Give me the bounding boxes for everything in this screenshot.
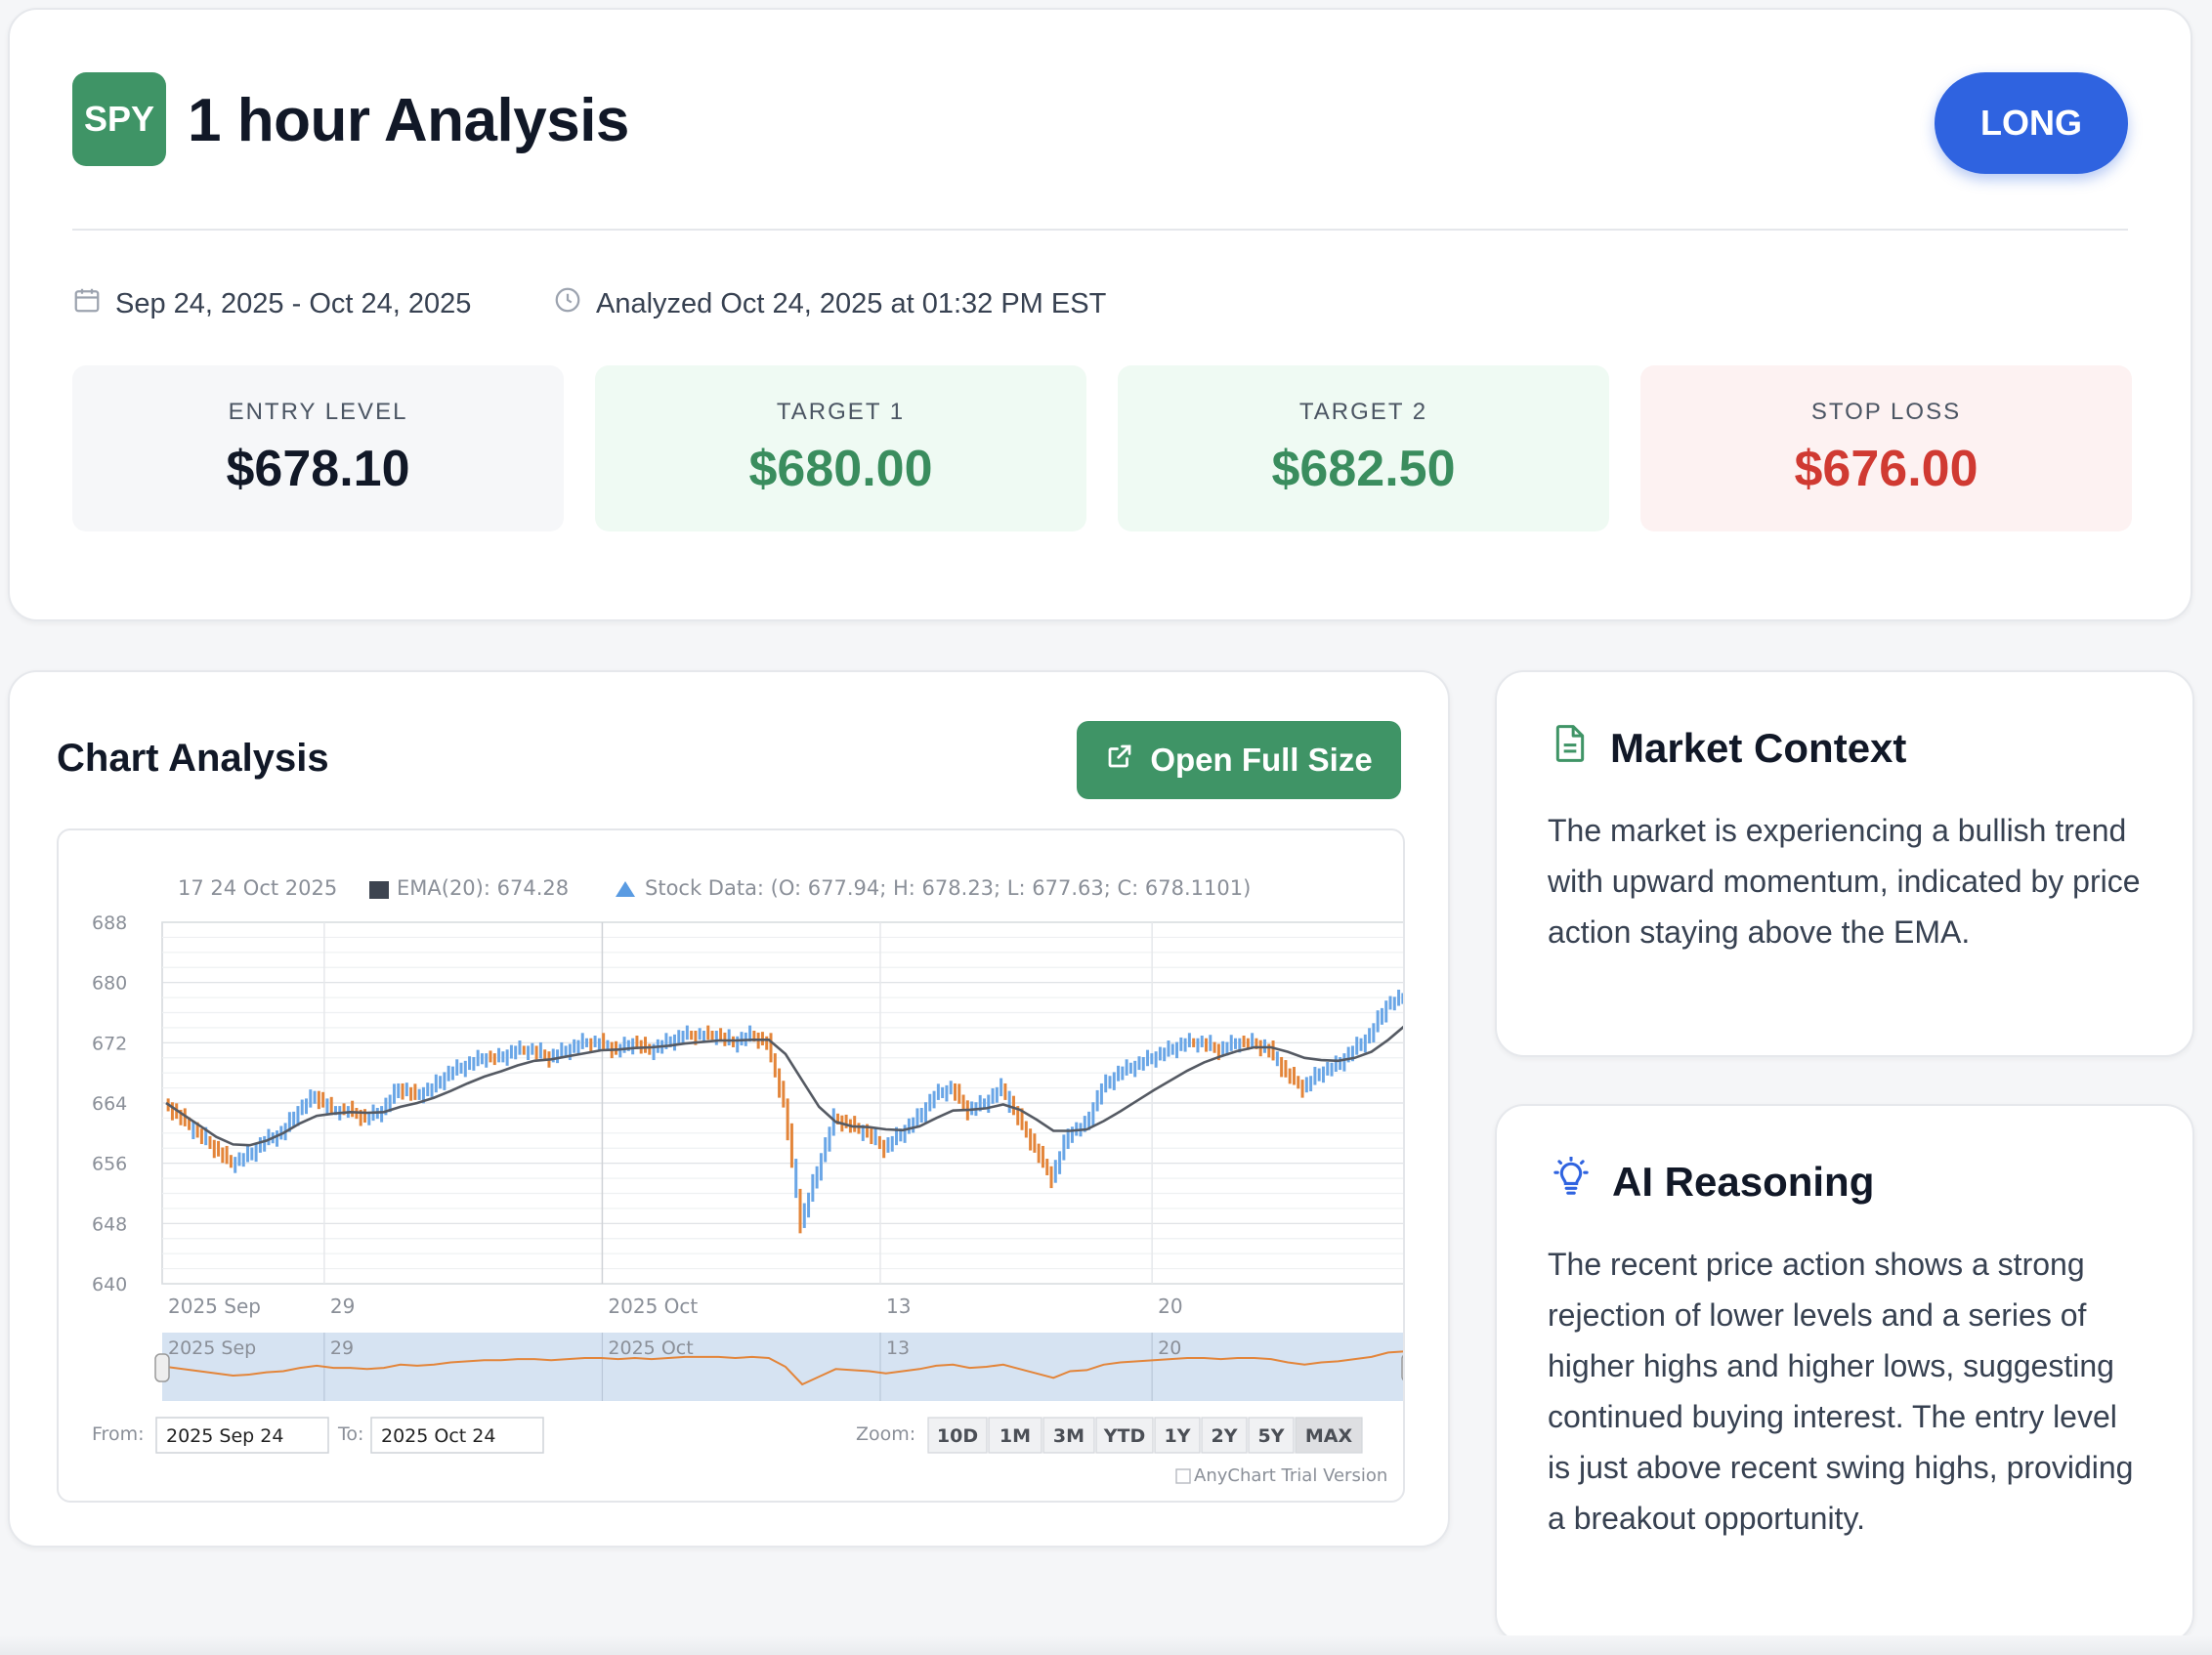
ai-reasoning-card: AI Reasoning The recent price action sho…: [1495, 1104, 2194, 1643]
open-full-size-button[interactable]: Open Full Size: [1077, 721, 1401, 799]
legend-ema: EMA(20): 674.28: [397, 876, 569, 900]
lightbulb-icon: [1552, 1156, 1591, 1208]
svg-text:5Y: 5Y: [1258, 1425, 1285, 1447]
zoom-label: Zoom:: [856, 1423, 915, 1445]
ai-reasoning-title: AI Reasoning: [1612, 1159, 1875, 1205]
svg-text:YTD: YTD: [1103, 1425, 1146, 1447]
x-tick-label: 20: [1158, 1294, 1182, 1318]
x-tick-label: 2025 Oct: [608, 1294, 698, 1318]
date-range: Sep 24, 2025 - Oct 24, 2025: [72, 285, 471, 322]
navigator-range[interactable]: [162, 1333, 1405, 1401]
levels-row: ENTRY LEVEL $678.10 TARGET 1 $680.00 TAR…: [72, 365, 2132, 531]
external-link-icon: [1105, 742, 1134, 779]
to-date-input[interactable]: [370, 1417, 544, 1454]
svg-text:1M: 1M: [1000, 1425, 1031, 1447]
symbol-badge: SPY: [72, 72, 166, 166]
market-context-card: Market Context The market is experiencin…: [1495, 670, 2194, 1057]
analysis-header-card: SPY 1 hour Analysis LONG Sep 24, 2025 - …: [8, 8, 2192, 621]
ai-reasoning-heading: AI Reasoning: [1552, 1156, 1875, 1208]
zoom-button-2y[interactable]: 2Y: [1201, 1417, 1248, 1454]
target-2-box: TARGET 2 $682.50: [1118, 365, 1609, 531]
navigator-tick-label: 29: [330, 1337, 354, 1359]
stop-loss-box: STOP LOSS $676.00: [1640, 365, 2132, 531]
document-icon: [1552, 723, 1589, 774]
zoom-button-1m[interactable]: 1M: [988, 1417, 1042, 1454]
target-1-box: TARGET 1 $680.00: [595, 365, 1086, 531]
navigator-line: [165, 1350, 1403, 1386]
to-label: To:: [337, 1423, 363, 1445]
y-tick-label: 640: [92, 1274, 127, 1295]
market-context-text: The market is experiencing a bullish tre…: [1548, 813, 2141, 950]
entry-level-label: ENTRY LEVEL: [228, 399, 408, 425]
market-context-heading: Market Context: [1552, 723, 1906, 774]
target-1-value: $680.00: [748, 441, 933, 497]
zoom-button-5y[interactable]: 5Y: [1248, 1417, 1295, 1454]
svg-text:10D: 10D: [937, 1425, 978, 1447]
navigator-left-handle[interactable]: [154, 1353, 170, 1382]
from-label: From:: [92, 1423, 144, 1445]
x-axis-ticks: 2025 Sep 29 2025 Oct 13 20: [168, 1294, 1183, 1318]
x-tick-label: 29: [330, 1294, 355, 1318]
navigator-tick-label: 13: [886, 1337, 910, 1359]
y-tick-label: 656: [92, 1154, 127, 1175]
calendar-icon: [72, 285, 102, 322]
chart-credit[interactable]: AnyChart Trial Version: [1194, 1465, 1387, 1486]
legend-stock: Stock Data: (O: 677.94; H: 678.23; L: 67…: [645, 876, 1251, 900]
stop-loss-value: $676.00: [1794, 441, 1978, 497]
navigator-tick-label: 20: [1158, 1337, 1181, 1359]
zoom-button-1y[interactable]: 1Y: [1154, 1417, 1201, 1454]
entry-level-box: ENTRY LEVEL $678.10: [72, 365, 564, 531]
from-date-input[interactable]: [155, 1417, 329, 1454]
zoom-button-max[interactable]: MAX: [1295, 1417, 1363, 1454]
y-tick-label: 688: [92, 912, 127, 934]
y-tick-label: 672: [92, 1033, 127, 1054]
entry-level-value: $678.10: [226, 441, 410, 497]
x-tick-label: 13: [886, 1294, 911, 1318]
navigator-tick-label: 2025 Sep: [168, 1337, 256, 1359]
target-2-value: $682.50: [1271, 441, 1456, 497]
y-tick-label: 680: [92, 973, 127, 995]
direction-badge[interactable]: LONG: [1935, 72, 2128, 174]
zoom-button-ytd[interactable]: YTD: [1095, 1417, 1154, 1454]
target-2-label: TARGET 2: [1298, 399, 1428, 425]
date-range-text: Sep 24, 2025 - Oct 24, 2025: [115, 287, 472, 319]
chart-analysis-card: Chart Analysis Open Full Size 17 24 Oct …: [8, 670, 1450, 1548]
stock-legend-marker: [616, 881, 635, 897]
y-tick-label: 664: [92, 1093, 127, 1115]
y-tick-label: 648: [92, 1213, 127, 1235]
analyzed-at: Analyzed Oct 24, 2025 at 01:32 PM EST: [553, 285, 1106, 322]
header-divider: [72, 229, 2128, 231]
y-axis-ticks: 688 680 672 664 656 648 640: [92, 912, 127, 1295]
stop-loss-label: STOP LOSS: [1810, 399, 1962, 425]
zoom-buttons: 10D 1M 3M YTD 1Y 2Y 5Y MAX: [927, 1417, 1363, 1454]
analyzed-at-text: Analyzed Oct 24, 2025 at 01:32 PM EST: [596, 287, 1107, 319]
stock-chart[interactable]: 17 24 Oct 2025 EMA(20): 674.28 Stock Dat…: [57, 828, 1405, 1503]
svg-text:1Y: 1Y: [1165, 1425, 1191, 1447]
clock-icon: [553, 285, 582, 322]
target-1-label: TARGET 1: [776, 399, 906, 425]
legend-date: 17 24 Oct 2025: [178, 876, 337, 900]
zoom-button-10d[interactable]: 10D: [927, 1417, 988, 1454]
page-bottom-edge: [0, 1635, 2212, 1655]
x-tick-label: 2025 Sep: [168, 1294, 261, 1318]
svg-text:2Y: 2Y: [1212, 1425, 1238, 1447]
market-context-title: Market Context: [1610, 725, 1907, 771]
ema-line: [165, 1025, 1403, 1147]
anychart-logo-icon: [1175, 1468, 1191, 1484]
to-date-value: 2025 Oct 24: [381, 1425, 495, 1447]
open-full-size-label: Open Full Size: [1150, 742, 1373, 778]
navigator-tick-label: 2025 Oct: [608, 1337, 693, 1359]
zoom-button-3m[interactable]: 3M: [1042, 1417, 1095, 1454]
page-title: 1 hour Analysis: [188, 87, 629, 154]
svg-text:MAX: MAX: [1305, 1425, 1353, 1447]
svg-text:3M: 3M: [1053, 1425, 1085, 1447]
ai-reasoning-text: The recent price action shows a strong r…: [1548, 1247, 2134, 1536]
plot-grid: [161, 921, 1403, 1285]
from-date-value: 2025 Sep 24: [166, 1425, 283, 1447]
candles: [166, 989, 1403, 1234]
ema-legend-marker: [369, 881, 389, 899]
navigator-right-handle[interactable]: [1401, 1354, 1405, 1381]
chart-section-title: Chart Analysis: [57, 737, 329, 780]
